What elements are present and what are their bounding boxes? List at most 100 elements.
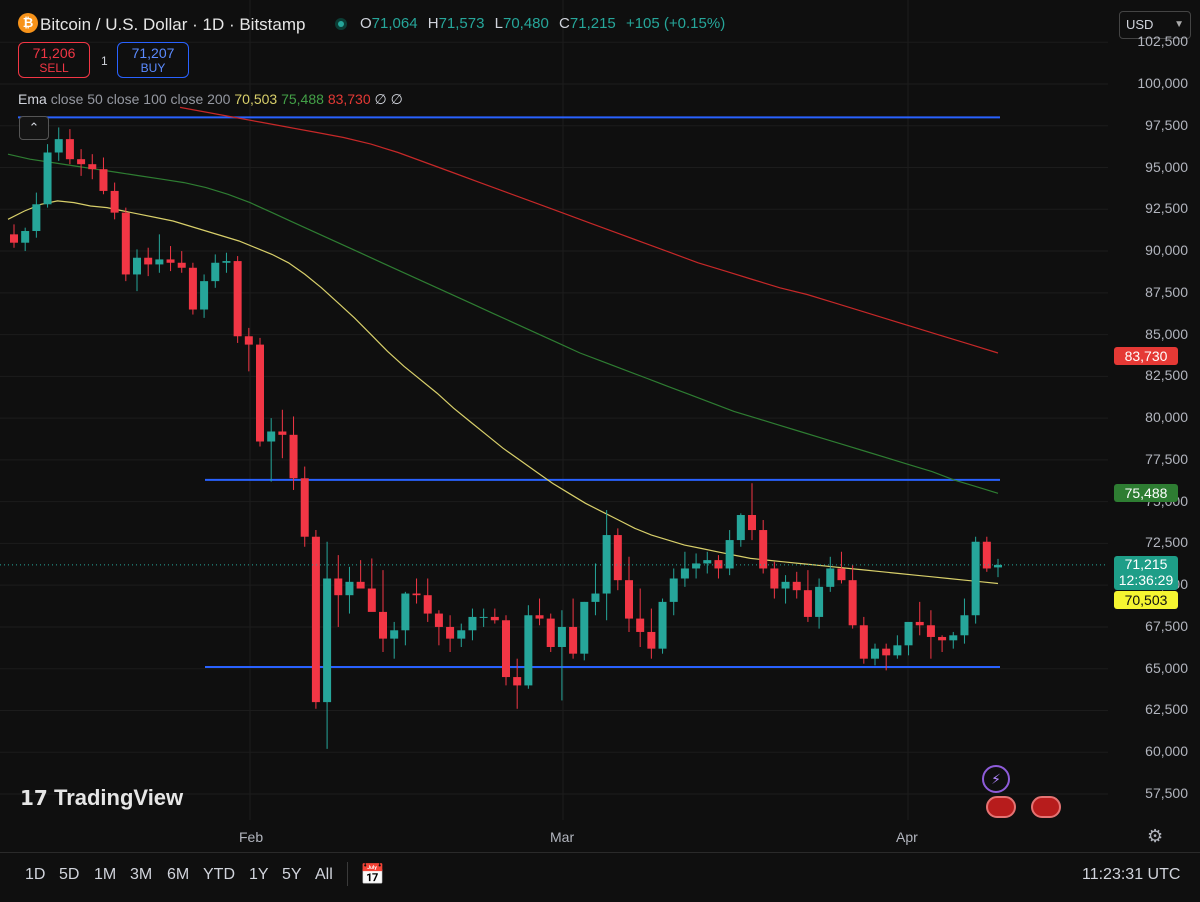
candle-body xyxy=(926,625,935,637)
ema-legend[interactable]: Ema close 50 close 100 close 200 70,503 … xyxy=(18,91,403,108)
bitcoin-icon: ₿ xyxy=(18,13,38,33)
range-5d[interactable]: 5D xyxy=(59,866,80,883)
range-1y[interactable]: 1Y xyxy=(249,866,269,883)
go-to-date-icon[interactable]: 📅 xyxy=(360,864,385,886)
candle-body xyxy=(10,234,18,243)
candle-body xyxy=(837,568,846,581)
open-key: O xyxy=(360,15,372,32)
x-label-feb: Feb xyxy=(239,829,264,845)
ema50-value: 70,503 xyxy=(234,91,278,107)
price-axis-label: 90,000 xyxy=(1145,242,1188,259)
candle-body xyxy=(781,581,790,589)
ema200-badge: 83,730 xyxy=(1114,347,1178,365)
x-label-apr: Apr xyxy=(896,829,918,845)
toolbar-divider xyxy=(347,862,348,886)
low-value: 70,480 xyxy=(502,15,549,32)
bottom-toolbar xyxy=(0,852,1200,902)
candle-body xyxy=(714,560,723,569)
us-flag-event-icon[interactable] xyxy=(986,796,1016,818)
currency-select[interactable]: USD ▼ xyxy=(1119,11,1191,39)
candle-body xyxy=(177,262,186,268)
candle-body xyxy=(121,212,130,275)
candle-body xyxy=(77,159,86,165)
candle-body xyxy=(88,164,97,170)
price-axis-label: 82,500 xyxy=(1145,367,1188,384)
candle-body xyxy=(311,536,320,703)
candle-body xyxy=(99,169,108,191)
utc-clock[interactable]: 11:23:31 UTC xyxy=(1082,866,1181,883)
candle-body xyxy=(211,262,220,282)
candle-body xyxy=(379,611,387,639)
price-axis-label: 85,000 xyxy=(1145,325,1188,342)
last-price: 71,215 xyxy=(1124,556,1168,572)
candle-body xyxy=(759,530,768,569)
price-axis-label: 65,000 xyxy=(1145,659,1188,676)
range-1m[interactable]: 1M xyxy=(94,866,117,883)
ohlc-readout: O71,064 H71,573 L70,480 C71,215 +105 (+0… xyxy=(360,15,731,32)
candle-body xyxy=(982,541,991,569)
candle-body xyxy=(267,431,276,442)
tradingview-logo[interactable]: 𝟭𝟳 TradingView xyxy=(20,785,183,811)
candle-body xyxy=(580,601,589,654)
ema50-badge: 70,503 xyxy=(1114,591,1178,609)
candle-body xyxy=(155,259,164,265)
sell-button[interactable]: 71,206 SELL xyxy=(18,42,90,78)
symbol-title[interactable]: Bitcoin / U.S. Dollar · 1D · Bitstamp xyxy=(40,15,306,34)
price-axis-label: 95,000 xyxy=(1145,158,1188,175)
candle-body xyxy=(792,581,801,591)
candle-body xyxy=(323,578,332,703)
collapse-legend-icon[interactable]: ⌃ xyxy=(19,116,49,140)
candle-body xyxy=(636,618,645,632)
market-open-icon xyxy=(335,18,347,30)
range-ytd[interactable]: YTD xyxy=(203,866,235,883)
candle-body xyxy=(669,578,678,602)
price-axis-label: 57,500 xyxy=(1145,785,1188,801)
close-key: C xyxy=(559,15,570,32)
candle-body xyxy=(166,259,175,263)
settings-icon[interactable]: ⚙ xyxy=(1147,826,1164,846)
candle-body xyxy=(815,586,824,617)
candle-body xyxy=(434,613,443,627)
candle-body xyxy=(915,621,924,626)
range-1d[interactable]: 1D xyxy=(25,866,46,883)
currency-value: USD xyxy=(1126,17,1154,32)
candle-body xyxy=(300,478,309,537)
buy-button[interactable]: 71,207 BUY xyxy=(117,42,189,78)
ema200-line xyxy=(179,106,999,354)
range-all[interactable]: All xyxy=(315,866,333,883)
chevron-down-icon: ▼ xyxy=(1174,19,1184,30)
candle-body xyxy=(971,541,980,616)
candle-body xyxy=(960,615,969,636)
ai-event-icon[interactable]: ⚡ xyxy=(982,765,1010,793)
bar-countdown: 12:36:29 xyxy=(1118,572,1174,588)
candle-body xyxy=(412,593,421,596)
range-3m[interactable]: 3M xyxy=(130,866,153,883)
order-quantity[interactable]: 1 xyxy=(101,54,108,68)
price-axis-label: 100,000 xyxy=(1137,75,1188,91)
candle-body xyxy=(200,281,209,310)
candle-body xyxy=(222,261,231,263)
empty-set-icon-2: ∅ xyxy=(390,91,403,107)
candle-body xyxy=(43,152,52,205)
candle-body xyxy=(613,535,622,581)
candle-body xyxy=(479,616,488,618)
us-flag-event-icon-2[interactable] xyxy=(1031,796,1061,818)
candle-body xyxy=(893,645,902,656)
candle-body xyxy=(356,581,365,589)
candle-body xyxy=(502,620,510,678)
candle-body xyxy=(546,618,555,647)
price-axis-label: 67,500 xyxy=(1145,617,1188,634)
candle-body xyxy=(490,616,499,621)
candle-body xyxy=(859,625,868,659)
range-5y[interactable]: 5Y xyxy=(282,866,302,883)
ema200-value: 83,730 xyxy=(327,91,371,107)
range-6m[interactable]: 6M xyxy=(167,866,190,883)
price-axis-label: 60,000 xyxy=(1145,743,1188,760)
buy-label: BUY xyxy=(140,61,166,75)
sell-price: 71,206 xyxy=(32,45,76,61)
x-label-mar: Mar xyxy=(550,829,575,845)
candle-body xyxy=(803,590,812,617)
candle-body xyxy=(32,204,41,232)
high-key: H xyxy=(427,15,439,32)
